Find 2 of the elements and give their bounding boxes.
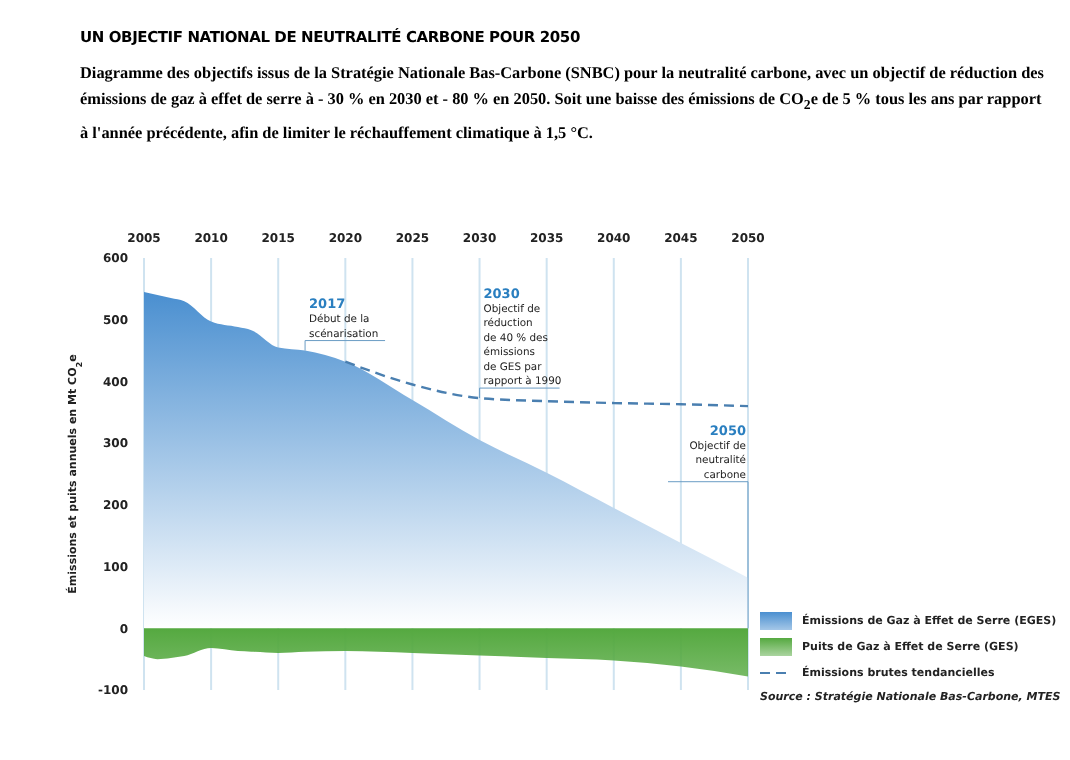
line-series xyxy=(344,360,748,408)
text: Diagramme des objectifs issus de la Stratégie Nationale Bas-Carbone (SNBC) pour la neutralité carbone, avec un objectif de réduction des émissions de gaz à effet de serre à - 30 % en 2030 et - 80 % en 2050. Soit une baisse des émissions de CO$_{2}$e de 5 % tous les ans par rapport à l'année précédente, afin de limiter le réchauffement climatique à 1,5 °C. xyxy=(80,64,1044,142)
